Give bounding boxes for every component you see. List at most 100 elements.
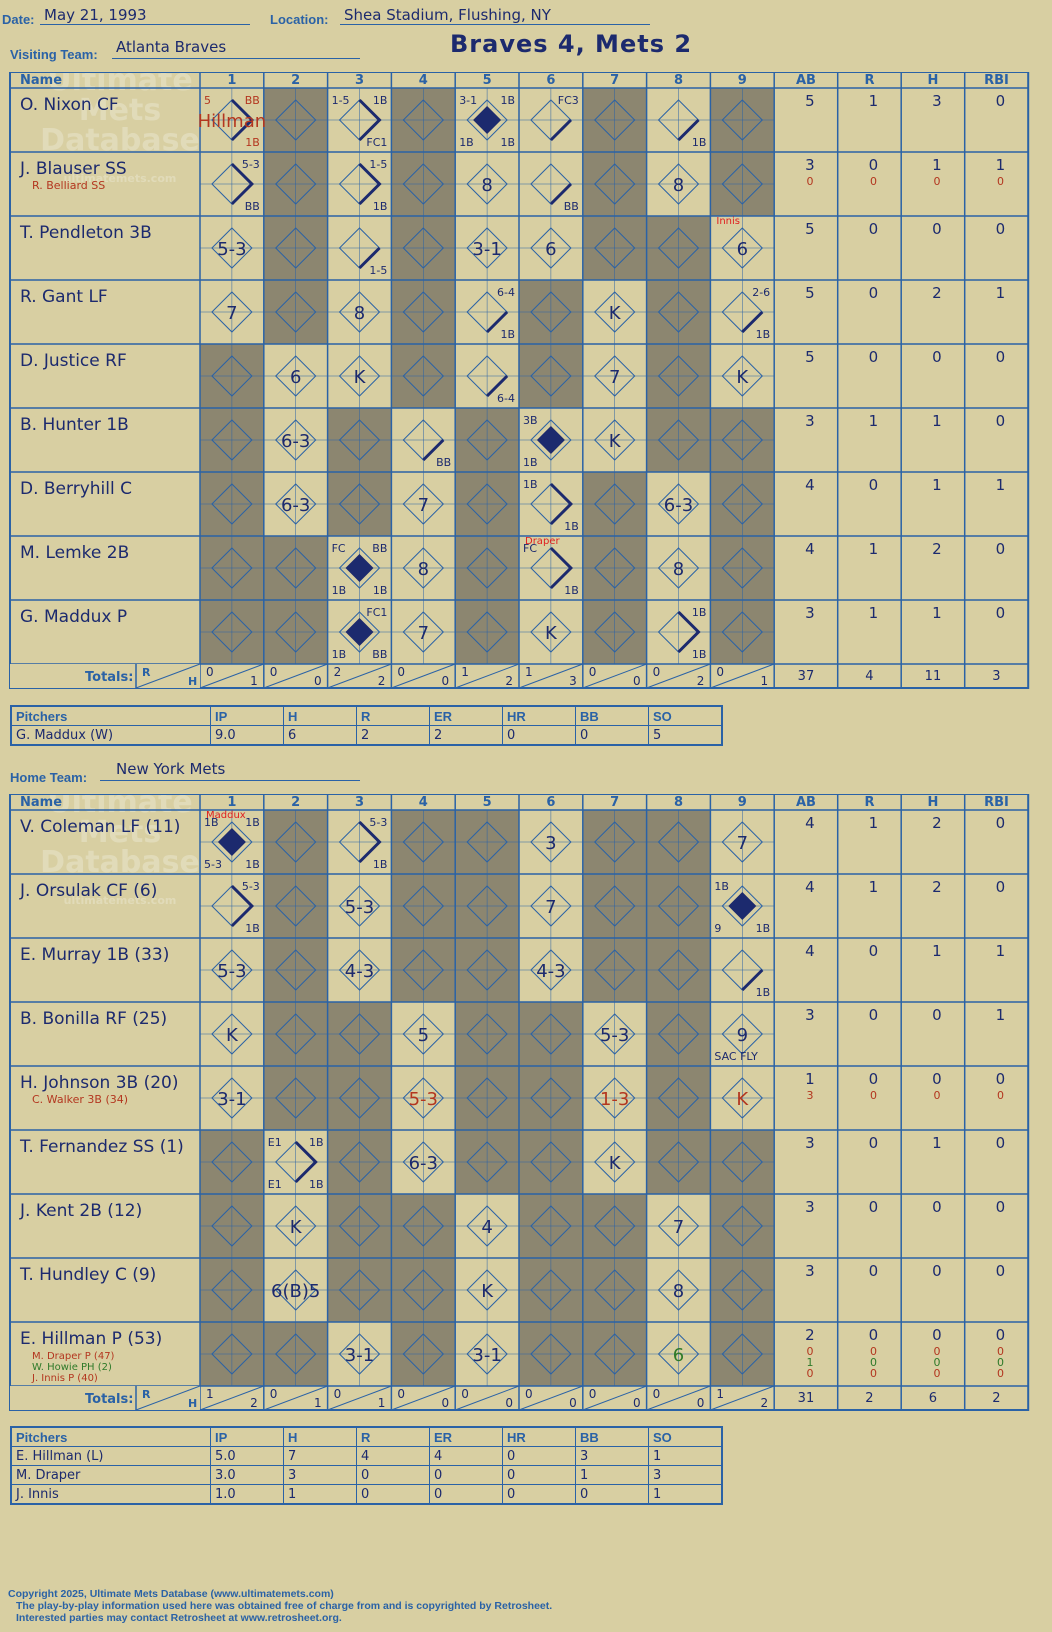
stat-value: 4: [805, 540, 815, 558]
substitute-name: C. Walker 3B (34): [32, 1093, 128, 1106]
pitcher-stat: 9.0: [210, 725, 284, 746]
pitchers-table: Pitchers IP H R ER HR BB SO E. Hillman (L) 5.0 7 4 4…: [10, 1426, 723, 1505]
play-note: BB: [372, 648, 387, 661]
pitchers-header-row: Pitchers IP H R ER HR BB SO: [10, 705, 723, 726]
player-name: B. Hunter 1B: [20, 415, 129, 435]
play-mark: 6-3: [664, 495, 693, 516]
stat-value: 0: [932, 1326, 942, 1344]
player-name: G. Maddux P: [20, 607, 127, 627]
inning-hits: 1: [250, 674, 258, 688]
stat-value: 1: [869, 878, 879, 896]
inning-hits: 0: [633, 1396, 641, 1410]
inning-hits: 2: [505, 674, 513, 688]
play-mark: BB: [422, 438, 451, 469]
pitchers-header-cell: ER: [429, 1426, 503, 1447]
stat-value: 0: [870, 1367, 877, 1380]
play-mark: 2-6 1B: [741, 286, 770, 341]
inning-runs: 0: [653, 1387, 661, 1401]
base-path: [486, 374, 509, 398]
relief-note: Innis: [716, 216, 740, 227]
pitcher-stat: 4: [429, 1446, 503, 1466]
play-mark: E1 1B E1 1B: [268, 1136, 324, 1191]
play-code: 7: [673, 1217, 684, 1238]
play-note: BB: [245, 94, 260, 107]
play-mark: 8: [481, 175, 492, 196]
home-pitchers-table: Pitchers IP H R ER HR BB SO E. Hillman (L) 5.0 7 4 4…: [10, 1426, 723, 1505]
pitcher-stat: 0: [502, 1446, 576, 1466]
inning-runs: 0: [206, 665, 214, 679]
play-mark: FC BB 1B 1B: [332, 542, 388, 597]
stat-value: 1: [805, 1070, 815, 1088]
play-note: 1B: [309, 1178, 324, 1191]
rh-divider: [582, 1385, 647, 1411]
pitcher-stat: 1: [575, 1465, 649, 1485]
play-code: K: [609, 303, 622, 324]
play-mark: 5-3: [217, 961, 246, 982]
rh-divider: [455, 663, 520, 689]
pitcher-stat: 1.0: [210, 1484, 284, 1505]
pitcher-stat: 3: [648, 1465, 723, 1485]
stat-value: 1: [869, 604, 879, 622]
play-code: Hillman: [198, 111, 267, 132]
stat-value: 3: [805, 156, 815, 174]
stat-value: 0: [870, 175, 877, 188]
play-note: 1-5: [369, 264, 387, 277]
rh-divider: [199, 663, 264, 689]
stat-value: 0: [933, 1089, 940, 1102]
play-code: 6-3: [281, 431, 310, 452]
run-scored-diamond: [728, 892, 757, 920]
stat-value: 4: [805, 942, 815, 960]
stat-value: 0: [932, 1198, 942, 1216]
total-stat: 11: [925, 669, 942, 684]
location-value: Shea Stadium, Flushing, NY: [344, 6, 551, 24]
play-note: 1B: [245, 816, 260, 829]
play-note: 5-3: [369, 816, 387, 829]
play-mark: 8: [418, 559, 429, 580]
substitute-name: R. Belliard SS: [32, 179, 105, 192]
inning-header-5: 5: [483, 73, 492, 88]
stat-value: 1: [996, 1006, 1006, 1024]
stat-value: 0: [870, 1089, 877, 1102]
inning-hits: 2: [697, 674, 705, 688]
pitcher-stat: 3: [283, 1465, 357, 1485]
play-code: 5-3: [217, 239, 246, 260]
base-path: [358, 246, 381, 270]
play-note: 1B: [373, 200, 388, 213]
play-mark: 7: [737, 833, 748, 854]
play-note: 5: [204, 94, 211, 107]
pitcher-stat: 0: [575, 725, 649, 746]
inning-runs: 0: [397, 1387, 405, 1401]
play-mark: 5-3 1B: [358, 816, 387, 871]
play-mark: 3: [545, 833, 556, 854]
stat-value: 3: [932, 92, 942, 110]
pitchers-header-cell: R: [356, 1426, 430, 1447]
inning-hits: 1: [314, 1396, 322, 1410]
play-mark: 5-3: [217, 239, 246, 260]
play-note: 1-5: [369, 158, 387, 171]
stat-value: 3: [805, 1006, 815, 1024]
run-scored-diamond: [345, 618, 374, 646]
base-path: [741, 968, 764, 992]
stat-value: 0: [869, 476, 879, 494]
stat-value: 3: [805, 412, 815, 430]
rh-divider: [135, 663, 201, 689]
stat-value: 0: [806, 175, 813, 188]
pitcher-stat: 0: [356, 1484, 430, 1505]
play-code: 4-3: [536, 961, 565, 982]
home-team-value: New York Mets: [116, 760, 226, 778]
play-code: 3-1: [345, 1345, 374, 1366]
rh-divider: [263, 1385, 328, 1411]
stat-value: 0: [997, 175, 1004, 188]
base-path: [422, 438, 445, 462]
play-note: 3-1: [459, 94, 477, 107]
player-name: J. Orsulak CF (6): [19, 881, 157, 901]
home-team-label: Home Team:: [10, 770, 88, 785]
play-note: FC3: [558, 94, 579, 107]
play-note: BB: [564, 200, 579, 213]
stat-value: 1: [996, 476, 1006, 494]
play-note: 1B: [459, 136, 474, 149]
stat-header-rbi: RBI: [984, 795, 1009, 810]
play-code: 4: [481, 1217, 492, 1238]
stat-value: 0: [933, 1367, 940, 1380]
play-note: 1B: [245, 858, 260, 871]
